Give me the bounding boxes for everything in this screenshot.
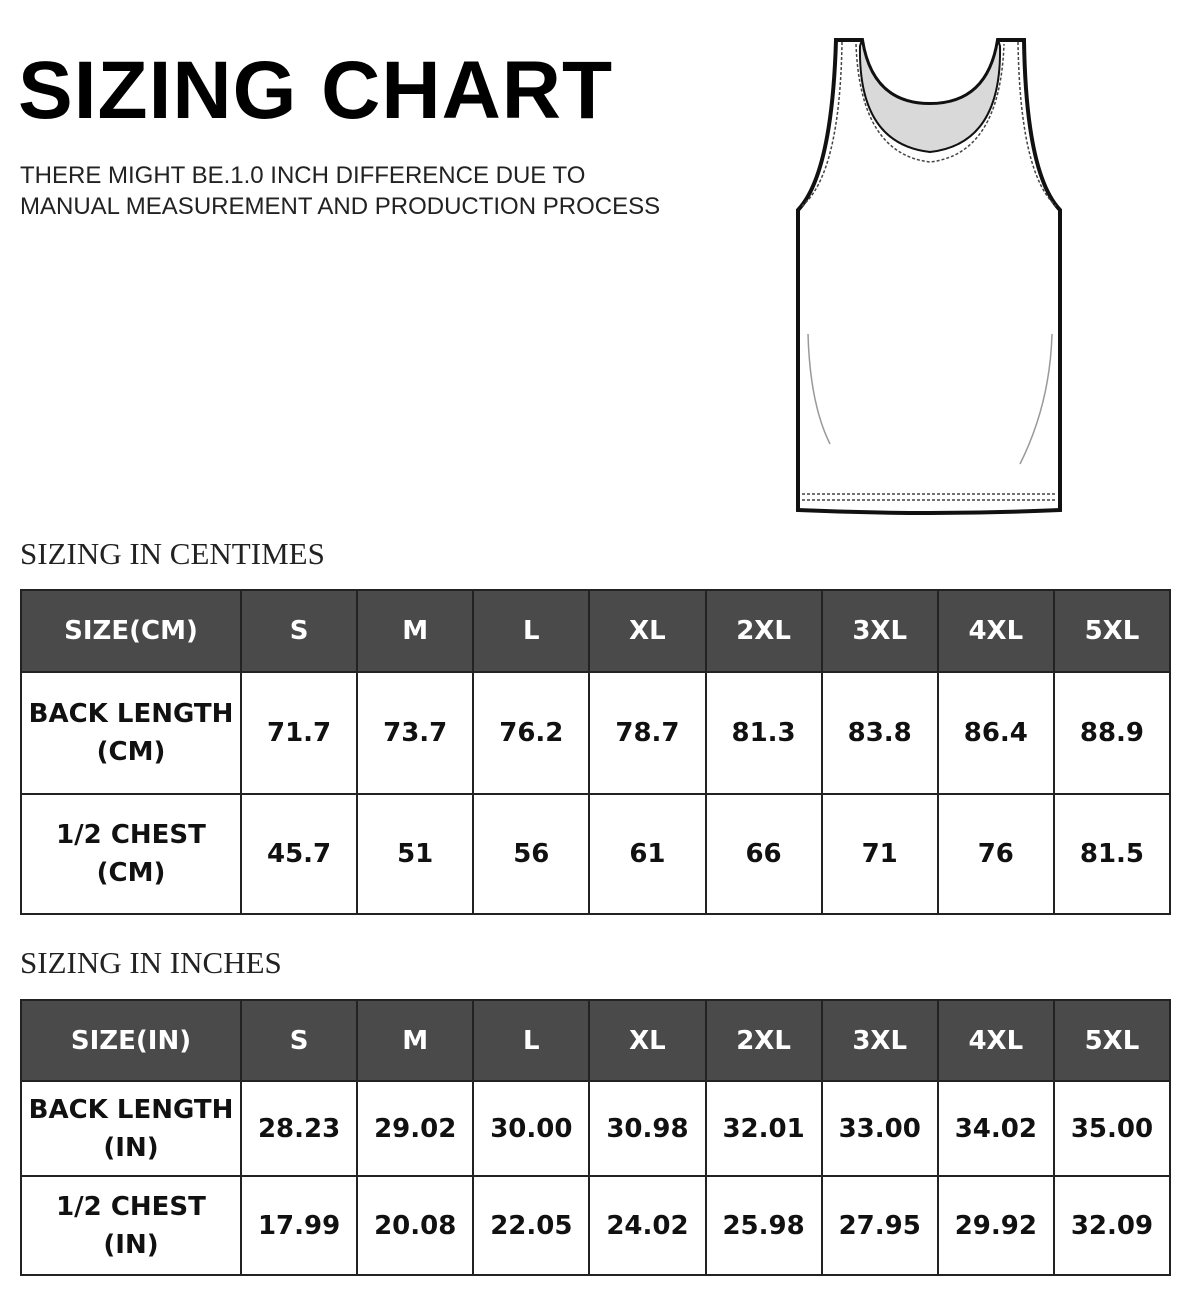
header-cell: 5XL xyxy=(1052,589,1172,673)
header-cell: 5XL xyxy=(1052,999,1172,1082)
cell: 45.7 xyxy=(239,793,359,915)
cell: 24.02 xyxy=(588,1175,707,1276)
size-table: SIZE(CM) S M L XL 2XL 3XL 4XL 5XL BACK LENGTH (CM… xyxy=(20,589,1172,915)
note-line: MANUAL MEASUREMENT AND PRODUCTION PROCES… xyxy=(20,193,661,220)
tank-top-illustration xyxy=(796,38,1062,515)
header-cell: SIZE(CM) xyxy=(20,589,242,673)
cell: 73.7 xyxy=(356,671,475,795)
cell: 86.4 xyxy=(936,671,1055,795)
header-cell: 4XL xyxy=(936,999,1055,1082)
table-heading: SIZING IN INCHES xyxy=(20,945,282,980)
cell: 88.9 xyxy=(1052,671,1172,795)
note-line: THERE MIGHT BE.1.0 INCH DIFFERENCE DUE T… xyxy=(20,162,586,189)
row-label: 1/2 CHEST (IN) xyxy=(20,1175,242,1276)
header-cell: 2XL xyxy=(704,999,823,1082)
cell: 71.7 xyxy=(239,671,359,795)
table-heading: SIZING IN CENTIMES xyxy=(20,536,325,571)
header-cell: 3XL xyxy=(820,999,939,1082)
cell: 33.00 xyxy=(820,1080,939,1177)
cell: 20.08 xyxy=(356,1175,475,1276)
cell: 27.95 xyxy=(820,1175,939,1276)
data-row: 1/2 CHEST (CM) 45.7 51 56 61 66 71 76 81.5 xyxy=(20,793,1172,915)
data-row: BACK LENGTH (IN) 28.23 29.02 30.00 30.98 32.0… xyxy=(20,1080,1172,1177)
header-cell: M xyxy=(356,589,475,673)
row-label: BACK LENGTH (IN) xyxy=(20,1080,242,1177)
header-cell: S xyxy=(239,589,359,673)
cell: 29.92 xyxy=(936,1175,1055,1276)
cell: 51 xyxy=(356,793,475,915)
cell: 83.8 xyxy=(820,671,939,795)
cell: 66 xyxy=(704,793,823,915)
cell: 34.02 xyxy=(936,1080,1055,1177)
note: THERE MIGHT BE.1.0 INCH DIFFERENCE DUE T… xyxy=(20,160,660,222)
header-cell: L xyxy=(472,589,591,673)
header-cell: S xyxy=(239,999,359,1082)
cell: 30.98 xyxy=(588,1080,707,1177)
header-cell: 3XL xyxy=(820,589,939,673)
cell: 30.00 xyxy=(472,1080,591,1177)
cell: 76 xyxy=(936,793,1055,915)
cell: 78.7 xyxy=(588,671,707,795)
header-cell: M xyxy=(356,999,475,1082)
cell: 22.05 xyxy=(472,1175,591,1276)
cell: 17.99 xyxy=(239,1175,359,1276)
title: SIZING CHART xyxy=(18,45,614,136)
cell: 29.02 xyxy=(356,1080,475,1177)
header-cell: XL xyxy=(588,589,707,673)
cell: 71 xyxy=(820,793,939,915)
cell: 28.23 xyxy=(239,1080,359,1177)
row-label: BACK LENGTH (CM) xyxy=(20,671,242,795)
header-row: SIZE(IN) S M L XL 2XL 3XL 4XL 5XL xyxy=(20,999,1172,1082)
header-row: SIZE(CM) S M L XL 2XL 3XL 4XL 5XL xyxy=(20,589,1172,673)
header-cell: SIZE(IN) xyxy=(20,999,242,1082)
data-row: BACK LENGTH (CM) 71.7 73.7 76.2 78.7 81.3 83.8… xyxy=(20,671,1172,795)
size-table: SIZE(IN) S M L XL 2XL 3XL 4XL 5XL BACK LENGTH (IN… xyxy=(20,999,1172,1276)
header-cell: 4XL xyxy=(936,589,1055,673)
cell: 76.2 xyxy=(472,671,591,795)
header-cell: L xyxy=(472,999,591,1082)
row-label: 1/2 CHEST (CM) xyxy=(20,793,242,915)
cell: 35.00 xyxy=(1052,1080,1172,1177)
cell: 81.3 xyxy=(704,671,823,795)
cell: 61 xyxy=(588,793,707,915)
cell: 32.09 xyxy=(1052,1175,1172,1276)
data-row: 1/2 CHEST (IN) 17.99 20.08 22.05 24.02 25.98 2… xyxy=(20,1175,1172,1276)
cell: 32.01 xyxy=(704,1080,823,1177)
cell: 25.98 xyxy=(704,1175,823,1276)
header-cell: XL xyxy=(588,999,707,1082)
header-cell: 2XL xyxy=(704,589,823,673)
cell: 56 xyxy=(472,793,591,915)
cell: 81.5 xyxy=(1052,793,1172,915)
